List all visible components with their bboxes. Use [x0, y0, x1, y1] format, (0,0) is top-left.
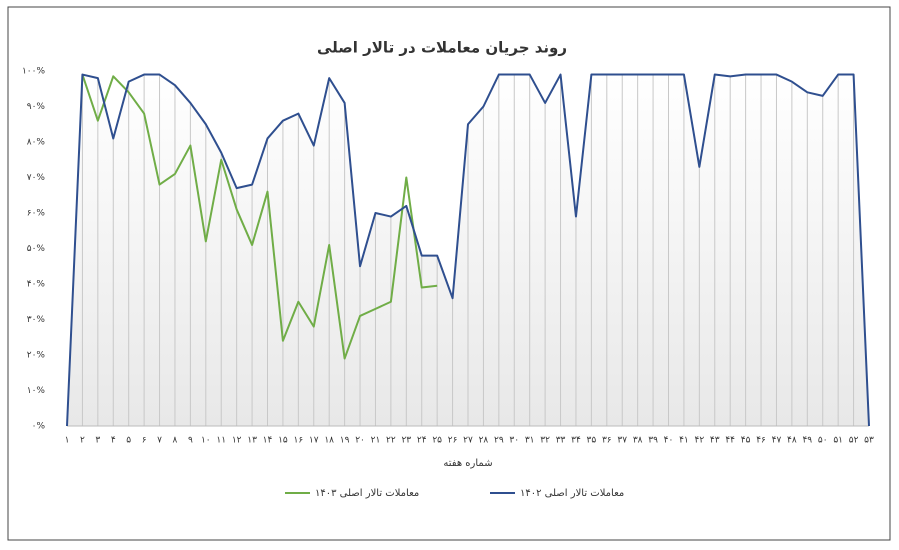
x-tick-label: ۱۰ [201, 436, 211, 446]
x-tick-label: ۱۸ [324, 436, 334, 446]
x-tick-label: ۱۵ [278, 436, 288, 446]
x-tick-label: ۲۴ [417, 436, 427, 446]
x-tick-label: ۳۳ [556, 436, 566, 446]
x-axis-label: شماره هفته [443, 458, 492, 469]
x-tick-label: ۲۲ [386, 436, 396, 446]
x-tick-label: ۲۰ [355, 436, 365, 446]
x-tick-label: ۴۵ [741, 436, 751, 446]
series-line [81, 74, 438, 360]
x-tick-label: ۱۷ [309, 436, 319, 446]
y-tick-label: ۶۰% [27, 209, 46, 219]
legend-label: معاملات تالار اصلی ۱۴۰۲ [520, 488, 624, 499]
x-tick-label: ۴۸ [787, 436, 797, 446]
legend-label: معاملات تالار اصلی ۱۴۰۳ [315, 488, 419, 499]
x-tick-label: ۳ [95, 436, 100, 446]
x-tick-label: ۴۹ [802, 436, 812, 446]
x-tick-label: ۴۱ [679, 436, 689, 446]
x-tick-label: ۴۳ [710, 436, 720, 446]
x-tick-label: ۳۱ [525, 436, 535, 446]
x-tick-label: ۱۳ [247, 436, 257, 446]
x-tick-label: ۲ [80, 436, 85, 446]
y-tick-label: ۹۰% [27, 102, 46, 112]
x-tick-label: ۴۰ [664, 436, 674, 446]
y-tick-label: ۴۰% [27, 280, 46, 290]
x-tick-label: ۱۲ [232, 436, 242, 446]
y-tick-label: ۸۰% [27, 138, 46, 148]
x-tick-label: ۲۶ [448, 436, 458, 446]
x-tick-label: ۳۶ [602, 436, 612, 446]
x-tick-label: ۵۲ [849, 436, 859, 446]
x-tick-label: ۱۱ [216, 436, 226, 446]
x-tick-label: ۳۵ [587, 436, 597, 446]
x-tick-label: ۳۹ [648, 436, 658, 446]
x-tick-label: ۴۴ [725, 436, 735, 446]
x-tick-label: ۱۶ [294, 436, 304, 446]
x-tick-label: ۷ [157, 436, 162, 446]
x-tick-label: ۲۸ [479, 436, 489, 446]
y-tick-label: ۱۰۰% [22, 67, 46, 77]
x-tick-label: ۳۸ [633, 436, 643, 446]
y-tick-label: ۷۰% [27, 173, 46, 183]
y-tick-label: ۰% [32, 422, 46, 432]
x-tick-label: ۱۹ [340, 436, 350, 446]
x-tick-label: ۵۳ [864, 436, 874, 446]
y-tick-label: ۱۰% [27, 386, 46, 396]
y-tick-label: ۳۰% [27, 315, 46, 325]
x-tick-label: ۱ [65, 436, 70, 446]
x-tick-label: ۲۵ [432, 436, 442, 446]
x-tick-label: ۱۴ [263, 436, 273, 446]
x-tick-label: ۴ [111, 436, 116, 446]
series-line [66, 73, 870, 427]
x-tick-label: ۲۳ [401, 436, 411, 446]
x-tick-label: ۸ [173, 436, 178, 446]
x-tick-label: ۴۶ [756, 436, 766, 446]
x-tick-label: ۵۰ [818, 436, 828, 446]
x-tick-label: ۳۲ [540, 436, 550, 446]
x-tick-label: ۲۱ [371, 436, 381, 446]
y-tick-label: ۲۰% [27, 351, 46, 361]
x-tick-label: ۳۷ [617, 436, 627, 446]
x-tick-label: ۳۴ [571, 436, 581, 446]
x-tick-label: ۲۹ [494, 436, 504, 446]
x-tick-label: ۵ [126, 436, 131, 446]
x-tick-label: ۴۷ [772, 436, 782, 446]
chart-title: روند جریان معاملات در تالار اصلی [317, 39, 567, 57]
x-tick-label: ۹ [188, 436, 193, 446]
x-tick-label: ۶ [142, 436, 147, 446]
y-tick-label: ۵۰% [27, 244, 46, 254]
x-tick-label: ۲۷ [463, 436, 473, 446]
x-tick-label: ۴۲ [695, 436, 705, 446]
x-tick-label: ۵۱ [833, 436, 843, 446]
x-tick-label: ۳۰ [509, 436, 519, 446]
